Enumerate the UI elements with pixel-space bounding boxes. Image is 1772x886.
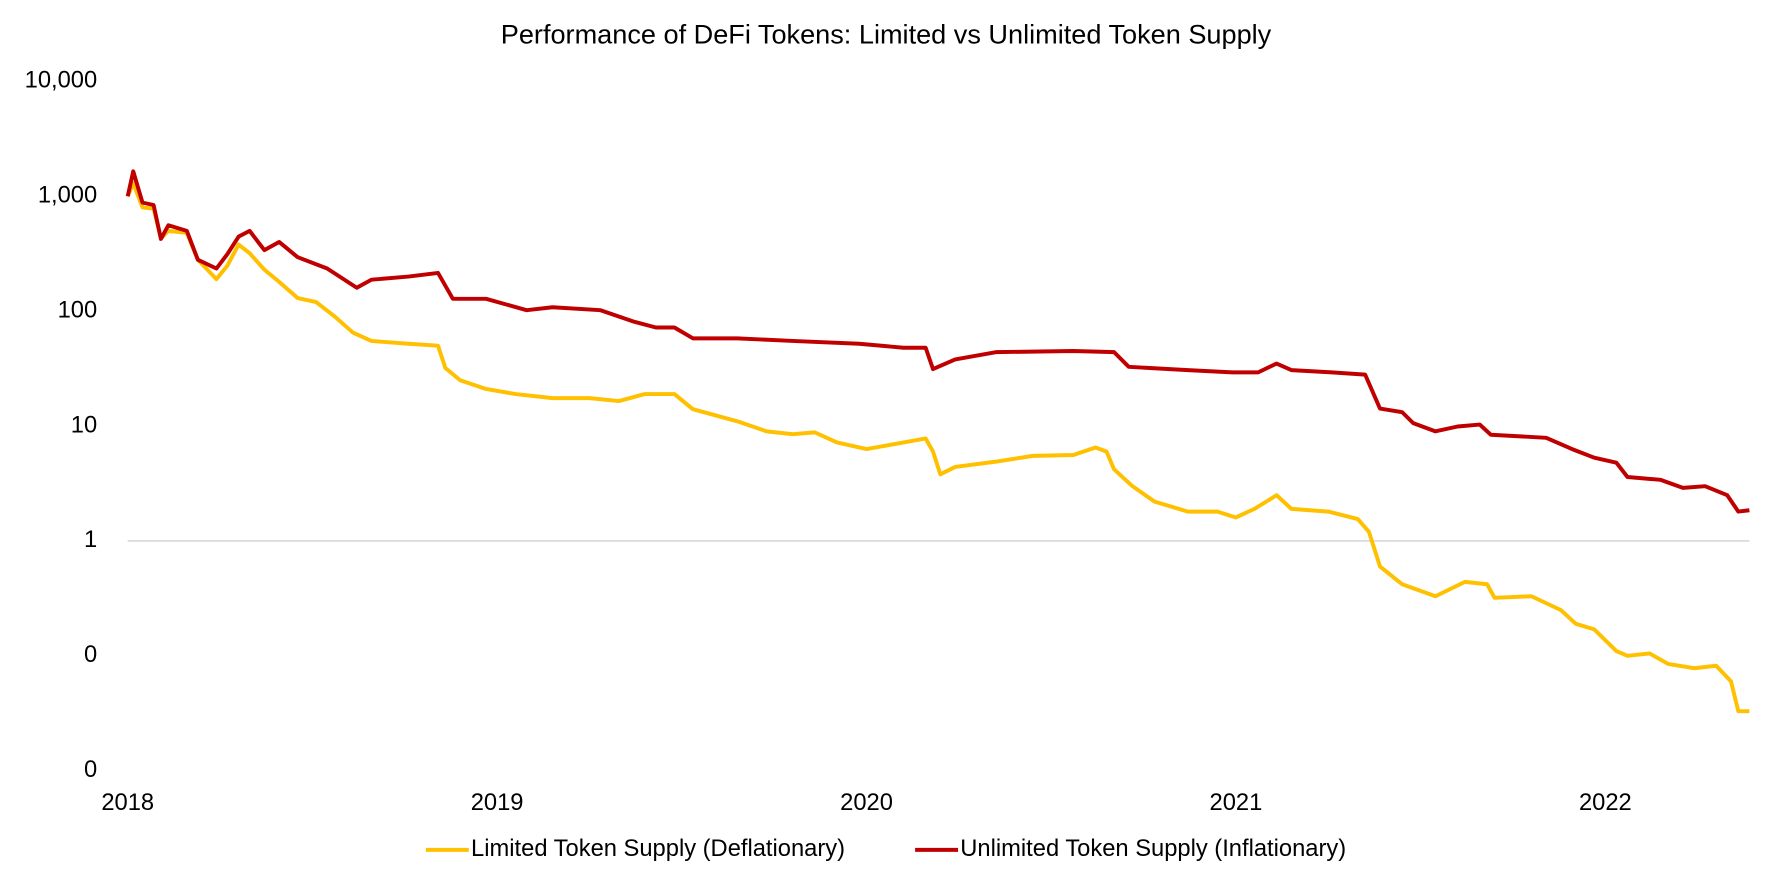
- y-tick-label: 0: [84, 642, 97, 668]
- x-tick-label: 2021: [1210, 790, 1263, 816]
- legend-label: Limited Token Supply (Deflationary): [471, 836, 845, 862]
- chart-title: Performance of DeFi Tokens: Limited vs U…: [501, 18, 1272, 49]
- y-tick-label: 100: [58, 297, 98, 323]
- y-tick-label: 10: [71, 412, 97, 438]
- x-tick-label: 2019: [471, 790, 524, 816]
- x-tick-label: 2018: [101, 790, 154, 816]
- legend-label: Unlimited Token Supply (Inflationary): [960, 836, 1346, 862]
- y-tick-label: 1: [84, 527, 97, 553]
- y-tick-label: 1,000: [38, 183, 97, 209]
- y-tick-label: 10,000: [25, 68, 98, 94]
- series-line: [125, 169, 1750, 514]
- y-tick-label: 0: [84, 757, 97, 783]
- x-tick-label: 2022: [1579, 790, 1632, 816]
- series-line: [125, 181, 1750, 714]
- x-tick-label: 2020: [840, 790, 893, 816]
